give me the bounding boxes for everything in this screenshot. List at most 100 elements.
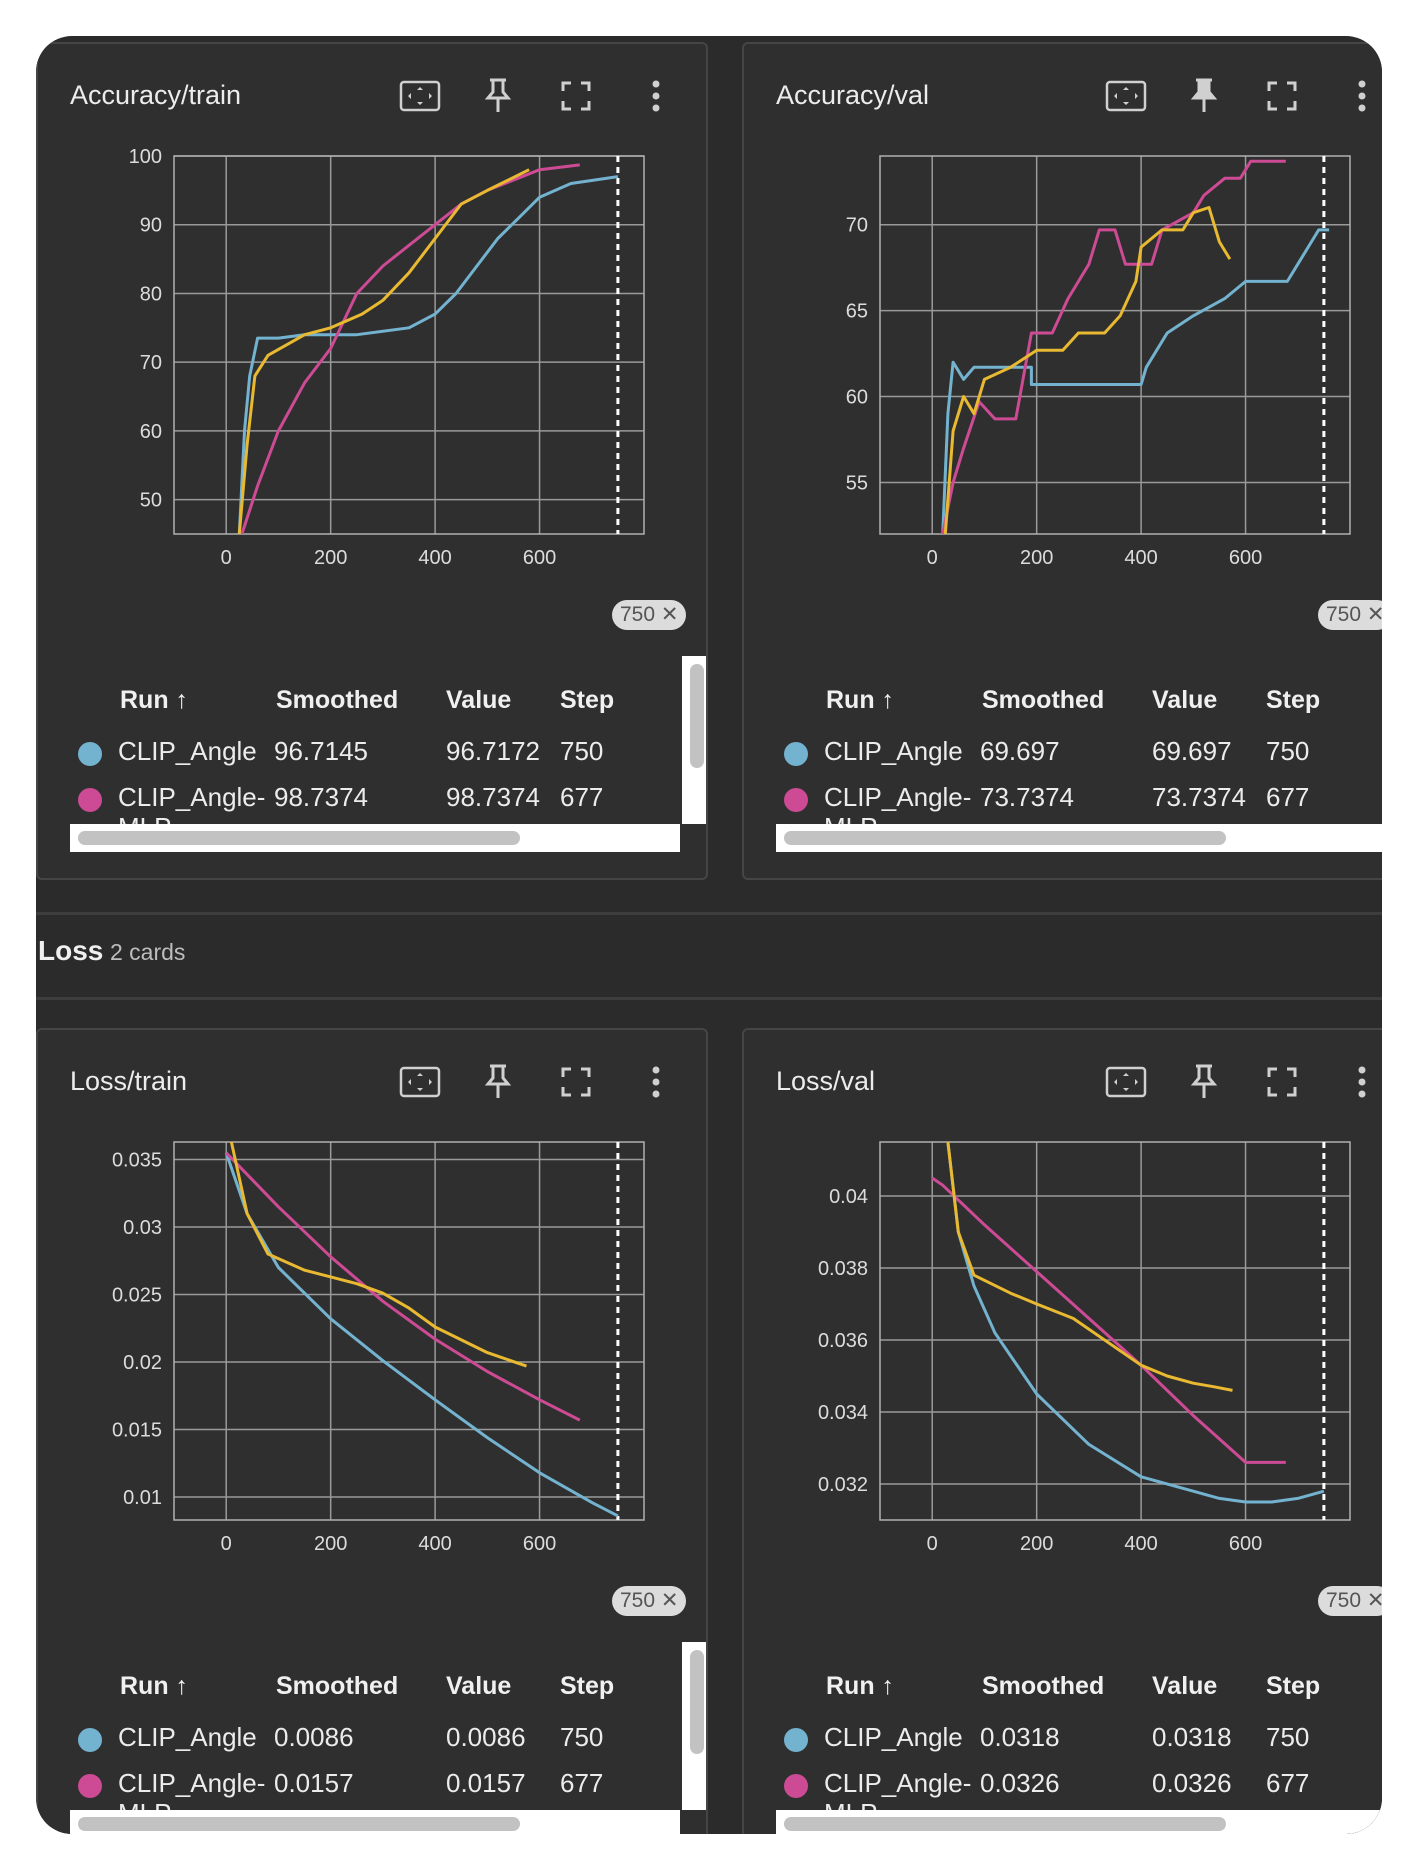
x-tick-label: 0 bbox=[927, 1533, 938, 1555]
step-badge[interactable]: 750 ✕ bbox=[1318, 600, 1382, 630]
smoothed-value: 0.0157 bbox=[274, 1768, 354, 1798]
more-vert-icon[interactable] bbox=[1340, 1060, 1382, 1104]
step-badge-value: 750 bbox=[620, 603, 656, 626]
data-table: Run ↑ Smoothed Value Step CLIP_Angle 0.0… bbox=[776, 1642, 1358, 1834]
plot-frame bbox=[173, 1141, 645, 1521]
x-tick-label: 0 bbox=[927, 547, 938, 569]
run-name: CLIP_Angle bbox=[824, 736, 963, 766]
series-line-2 bbox=[946, 1142, 1233, 1392]
section-header: Loss 2 cards bbox=[36, 912, 1382, 1000]
more-vert-icon[interactable] bbox=[634, 1060, 678, 1104]
scroll-thumb[interactable] bbox=[690, 1650, 704, 1754]
fit-to-data-icon[interactable] bbox=[1104, 1060, 1148, 1104]
scroll-thumb[interactable] bbox=[690, 664, 704, 768]
col-smoothed[interactable]: Smoothed bbox=[982, 686, 1105, 714]
smoothed-value: 0.0086 bbox=[274, 1722, 354, 1752]
col-step[interactable]: Step bbox=[1266, 686, 1321, 714]
chart-plot[interactable]: 0 200 400 600 0.032 0.034 0.036 0.038 0.04 bbox=[744, 1120, 1382, 1640]
section-count: 2 cards bbox=[110, 939, 186, 965]
col-step[interactable]: Step bbox=[1266, 1672, 1321, 1700]
x-tick-label: 600 bbox=[1229, 547, 1262, 569]
col-value[interactable]: Value bbox=[1152, 686, 1218, 714]
data-table: Run ↑ Smoothed Value Step CLIP_Angle 96.… bbox=[70, 656, 706, 852]
fullscreen-icon[interactable] bbox=[1260, 1060, 1304, 1104]
pin-icon[interactable] bbox=[1182, 1060, 1226, 1104]
value: 98.7374 bbox=[446, 782, 540, 812]
more-vert-icon[interactable] bbox=[1340, 74, 1382, 118]
horizontal-scrollbar[interactable] bbox=[776, 824, 1382, 852]
run-color-dot bbox=[78, 1728, 102, 1752]
col-step[interactable]: Step bbox=[560, 686, 615, 714]
pin-icon[interactable] bbox=[476, 1060, 520, 1104]
run-name-line1: CLIP_Angle- bbox=[118, 782, 266, 812]
plot-frame bbox=[173, 155, 645, 535]
col-run[interactable]: Run ↑ bbox=[120, 1672, 189, 1700]
chart-plot[interactable]: 0 200 400 600 55 60 65 70 bbox=[744, 134, 1382, 654]
y-tick-label: 70 bbox=[140, 352, 162, 374]
vertical-scrollbar[interactable] bbox=[682, 1642, 706, 1810]
col-value[interactable]: Value bbox=[1152, 1672, 1218, 1700]
x-tick-label: 400 bbox=[418, 547, 451, 569]
smoothed-value: 73.7374 bbox=[980, 782, 1074, 812]
data-table: Run ↑ Smoothed Value Step CLIP_Angle 69.… bbox=[776, 656, 1358, 852]
col-smoothed[interactable]: Smoothed bbox=[276, 1672, 399, 1700]
value: 73.7374 bbox=[1152, 782, 1246, 812]
col-step[interactable]: Step bbox=[560, 1672, 615, 1700]
x-tick-label: 0 bbox=[221, 1533, 232, 1555]
col-value[interactable]: Value bbox=[446, 1672, 512, 1700]
x-tick-label: 0 bbox=[221, 547, 232, 569]
fit-to-data-icon[interactable] bbox=[1104, 74, 1148, 118]
fit-to-data-icon[interactable] bbox=[398, 1060, 442, 1104]
run-color-dot bbox=[78, 742, 102, 766]
horizontal-scrollbar[interactable] bbox=[776, 1810, 1382, 1834]
chart-plot[interactable]: 0 200 400 600 50 60 70 80 90 100 bbox=[38, 134, 708, 654]
horizontal-scrollbar[interactable] bbox=[70, 1810, 680, 1834]
y-tick-label: 100 bbox=[129, 146, 162, 168]
run-color-dot bbox=[784, 788, 808, 812]
fit-to-data-icon[interactable] bbox=[398, 74, 442, 118]
col-smoothed[interactable]: Smoothed bbox=[982, 1672, 1105, 1700]
chart-plot[interactable]: 0 200 400 600 0.01 0.015 0.02 0.025 0.03 0.035 bbox=[38, 1120, 708, 1640]
scroll-thumb[interactable] bbox=[78, 1817, 520, 1831]
pin-icon[interactable] bbox=[1182, 74, 1226, 118]
y-tick-label: 0.034 bbox=[818, 1402, 868, 1424]
value: 0.0086 bbox=[446, 1722, 526, 1752]
y-tick-label: 0.035 bbox=[112, 1150, 162, 1172]
scroll-thumb[interactable] bbox=[78, 831, 520, 845]
series-line-2 bbox=[237, 168, 530, 534]
y-tick-label: 0.015 bbox=[112, 1420, 162, 1442]
col-run[interactable]: Run ↑ bbox=[826, 686, 895, 714]
scroll-thumb[interactable] bbox=[784, 1817, 1226, 1831]
col-value[interactable]: Value bbox=[446, 686, 512, 714]
card-loss-train: Loss/train 0 200 400 600 0.01 0.015 0.02 0.025 0… bbox=[36, 1028, 708, 1834]
run-name: CLIP_Angle bbox=[118, 736, 257, 766]
data-table: Run ↑ Smoothed Value Step CLIP_Angle 0.0… bbox=[70, 1642, 706, 1834]
col-run[interactable]: Run ↑ bbox=[120, 686, 189, 714]
scroll-thumb[interactable] bbox=[784, 831, 1226, 845]
step-badge[interactable]: 750 ✕ bbox=[1318, 1586, 1382, 1616]
card-title: Loss/val bbox=[776, 1066, 876, 1096]
dashboard-frame: Accuracy/train 0 200 400 600 50 60 70 80 90 100 7… bbox=[36, 36, 1382, 1834]
step-badge-value: 750 bbox=[620, 1589, 656, 1612]
step-badge[interactable]: 750 ✕ bbox=[612, 1586, 687, 1616]
col-smoothed[interactable]: Smoothed bbox=[276, 686, 399, 714]
step-badge[interactable]: 750 ✕ bbox=[612, 600, 687, 630]
x-tick-label: 400 bbox=[1124, 547, 1157, 569]
fullscreen-icon[interactable] bbox=[1260, 74, 1304, 118]
pin-icon[interactable] bbox=[476, 74, 520, 118]
y-tick-label: 60 bbox=[140, 421, 162, 443]
y-tick-label: 0.025 bbox=[112, 1285, 162, 1307]
fullscreen-icon[interactable] bbox=[554, 1060, 598, 1104]
step: 750 bbox=[1266, 736, 1310, 766]
step: 677 bbox=[560, 1768, 604, 1798]
value: 96.7172 bbox=[446, 736, 540, 766]
more-vert-icon[interactable] bbox=[634, 74, 678, 118]
fullscreen-icon[interactable] bbox=[554, 74, 598, 118]
value: 0.0157 bbox=[446, 1768, 526, 1798]
run-color-dot bbox=[78, 788, 102, 812]
horizontal-scrollbar[interactable] bbox=[70, 824, 680, 852]
vertical-scrollbar[interactable] bbox=[682, 656, 706, 824]
col-run[interactable]: Run ↑ bbox=[826, 1672, 895, 1700]
step: 750 bbox=[560, 736, 604, 766]
series-line-0 bbox=[946, 1142, 1325, 1504]
